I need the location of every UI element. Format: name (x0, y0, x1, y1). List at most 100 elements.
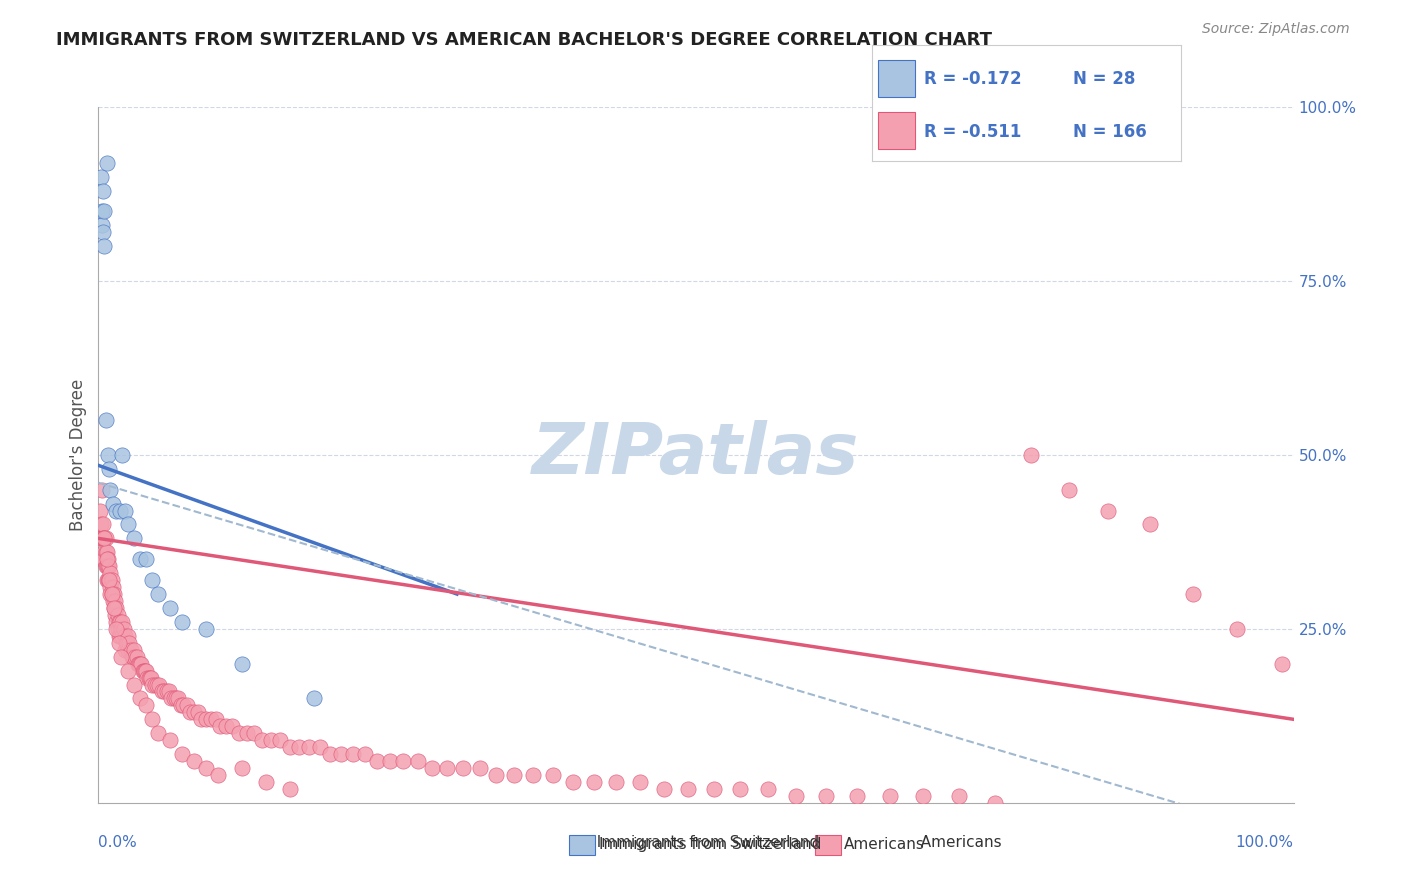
Point (96, 155, 118, 169)
Point (129, 691, 152, 706)
Point (135, 552, 157, 566)
Point (103, 601, 125, 615)
Point (159, 601, 181, 615)
Point (148, 587, 170, 601)
Point (124, 649, 146, 664)
Point (298, 740, 321, 755)
Point (101, 594, 124, 608)
Point (94, 532, 117, 546)
Point (96, 545, 118, 559)
Point (254, 775, 277, 789)
Point (167, 691, 190, 706)
Point (194, 712, 218, 726)
Point (1057, 483, 1080, 497)
Point (98, 587, 122, 601)
Point (101, 497, 124, 511)
Y-axis label: Bachelor's Degree: Bachelor's Degree (69, 379, 87, 531)
Point (194, 761, 218, 775)
Text: N = 28: N = 28 (1073, 70, 1135, 88)
Point (194, 622, 218, 636)
Point (785, 789, 807, 803)
Point (98, 580, 122, 594)
Point (605, 775, 627, 789)
Point (155, 684, 177, 698)
Point (308, 740, 330, 755)
Point (117, 664, 139, 678)
Point (90, 532, 112, 546)
Point (176, 698, 198, 713)
Point (107, 615, 129, 629)
Point (134, 664, 156, 678)
Point (101, 580, 124, 594)
Point (1097, 503, 1119, 517)
Text: IMMIGRANTS FROM SWITZERLAND VS AMERICAN BACHELOR'S DEGREE CORRELATION CHART: IMMIGRANTS FROM SWITZERLAND VS AMERICAN … (56, 31, 993, 49)
Point (436, 761, 458, 775)
Point (98, 573, 121, 587)
Point (160, 691, 183, 706)
Point (93, 532, 115, 546)
Point (485, 768, 508, 782)
Point (209, 719, 232, 733)
Point (94, 413, 117, 427)
Point (231, 657, 253, 671)
Point (187, 706, 209, 720)
Point (215, 719, 238, 733)
Point (141, 712, 163, 726)
Point (114, 503, 136, 517)
Point (98, 573, 121, 587)
Point (157, 684, 180, 698)
Point (451, 761, 474, 775)
Point (676, 781, 699, 796)
Point (204, 712, 226, 726)
Point (120, 642, 142, 657)
Point (122, 649, 145, 664)
Point (124, 532, 146, 546)
Point (108, 629, 131, 643)
Point (135, 698, 157, 713)
Point (103, 601, 125, 615)
Point (136, 671, 159, 685)
Point (94, 559, 117, 574)
Point (911, 789, 934, 803)
Point (392, 754, 415, 768)
Text: Americans: Americans (844, 838, 925, 852)
Point (228, 726, 250, 740)
Point (652, 781, 675, 796)
Point (107, 636, 129, 650)
Point (93, 552, 115, 566)
Point (288, 740, 311, 755)
Point (378, 754, 401, 768)
Point (235, 726, 257, 740)
Point (131, 657, 153, 671)
Point (96, 573, 118, 587)
Point (117, 629, 139, 643)
Point (250, 733, 273, 747)
FancyBboxPatch shape (877, 112, 915, 149)
Point (183, 706, 205, 720)
Point (97, 573, 120, 587)
Point (98, 483, 122, 497)
Point (503, 768, 526, 782)
Point (468, 761, 491, 775)
Point (93, 532, 115, 546)
Point (108, 615, 131, 629)
Point (98, 462, 121, 476)
Point (583, 775, 606, 789)
Point (91, 517, 114, 532)
Point (179, 706, 201, 720)
Point (93, 545, 115, 559)
Point (91, 184, 114, 198)
Point (846, 789, 869, 803)
Point (131, 664, 153, 678)
Point (96, 559, 118, 574)
Point (259, 733, 281, 747)
Point (96, 552, 118, 566)
Point (89, 503, 111, 517)
Point (366, 754, 388, 768)
Point (111, 615, 134, 629)
Text: Immigrants from Switzerland: Immigrants from Switzerland (599, 838, 821, 852)
Point (121, 649, 143, 664)
Point (148, 726, 170, 740)
Point (114, 642, 136, 657)
Point (91, 225, 114, 239)
